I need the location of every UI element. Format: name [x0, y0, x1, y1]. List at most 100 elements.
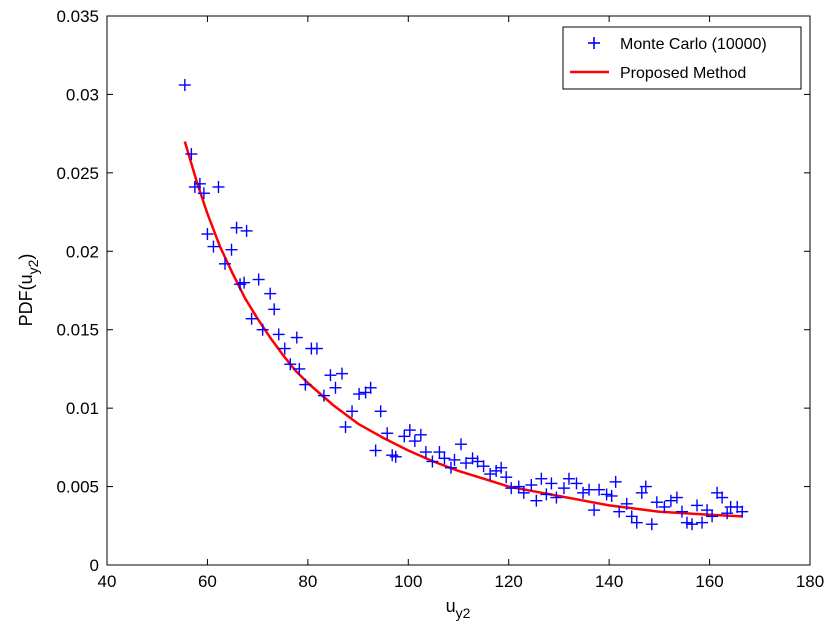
data-point-monte-carlo: [550, 491, 563, 504]
data-point-monte-carlo: [664, 494, 677, 507]
data-point-monte-carlo: [645, 518, 658, 531]
data-point-monte-carlo: [500, 471, 513, 484]
legend-plus-marker-icon: [588, 37, 600, 49]
axis-ticks: 40 60 80 100 120 140 160 180 0 0.005 0.01 0.015 0.02…: [56, 7, 824, 591]
x-tick-label: 180: [796, 572, 824, 591]
data-point-monte-carlo: [685, 518, 698, 531]
data-point-monte-carlo: [238, 276, 251, 289]
data-point-monte-carlo: [490, 464, 503, 477]
data-point-monte-carlo: [635, 486, 648, 499]
data-point-monte-carlo: [299, 378, 312, 391]
data-point-monte-carlo: [570, 477, 583, 490]
x-tick-label: 40: [98, 572, 117, 591]
data-point-monte-carlo: [670, 491, 683, 504]
data-point-monte-carlo: [389, 450, 402, 463]
data-point-monte-carlo: [701, 504, 714, 517]
data-point-monte-carlo: [471, 455, 484, 468]
data-point-monte-carlo: [706, 510, 719, 523]
data-point-monte-carlo: [696, 516, 709, 529]
y-tick-label: 0.025: [56, 164, 99, 183]
data-point-monte-carlo: [721, 507, 734, 520]
data-point-monte-carlo: [433, 446, 446, 459]
data-point-monte-carlo: [562, 472, 575, 485]
data-point-monte-carlo: [188, 180, 201, 193]
data-point-monte-carlo: [353, 388, 366, 401]
data-point-monte-carlo: [381, 427, 394, 440]
y-tick-label: 0.035: [56, 7, 99, 26]
data-point-monte-carlo: [609, 475, 622, 488]
data-point-monte-carlo: [268, 303, 281, 316]
data-point-monte-carlo: [364, 381, 377, 394]
data-point-monte-carlo: [495, 461, 508, 474]
data-point-monte-carlo: [207, 240, 220, 253]
data-point-monte-carlo: [577, 486, 590, 499]
data-point-monte-carlo: [256, 323, 269, 336]
data-point-monte-carlo: [593, 483, 606, 496]
data-point-monte-carlo: [600, 488, 613, 501]
legend-label-proposed-method: Proposed Method: [620, 65, 746, 82]
data-point-monte-carlo: [588, 504, 601, 517]
data-point-monte-carlo: [613, 505, 626, 518]
data-point-monte-carlo: [272, 328, 285, 341]
data-point-monte-carlo: [455, 438, 468, 451]
x-tick-label: 140: [595, 572, 623, 591]
data-point-monte-carlo: [324, 369, 337, 382]
data-point-monte-carlo: [583, 483, 596, 496]
data-point-monte-carlo: [557, 482, 570, 495]
x-tick-label: 60: [198, 572, 217, 591]
legend-item-monte-carlo: Monte Carlo (10000): [588, 36, 767, 53]
data-point-monte-carlo: [448, 453, 461, 466]
data-point-monte-carlo: [201, 228, 214, 241]
data-point-monte-carlo: [336, 367, 349, 380]
data-point-monte-carlo: [438, 452, 451, 465]
y-axis-label-prefix: PDF(u: [16, 274, 36, 326]
data-point-monte-carlo: [639, 480, 652, 493]
x-axis-label-sub: y2: [456, 605, 471, 621]
data-point-monte-carlo: [675, 505, 688, 518]
data-point-monte-carlo: [540, 488, 553, 501]
data-point-monte-carlo: [185, 148, 198, 161]
data-point-monte-carlo: [680, 516, 693, 529]
data-point-monte-carlo: [240, 224, 253, 237]
data-point-monte-carlo: [293, 362, 306, 375]
data-point-monte-carlo: [477, 460, 490, 473]
y-axis-label-suffix: ): [16, 254, 36, 260]
data-point-monte-carlo: [245, 312, 258, 325]
data-point-monte-carlo: [505, 482, 518, 495]
data-point-monte-carlo: [230, 221, 243, 234]
data-point-monte-carlo: [517, 486, 530, 499]
plot-frame: [106, 15, 811, 566]
data-point-monte-carlo: [359, 386, 372, 399]
data-point-monte-carlo: [374, 405, 387, 418]
data-point-monte-carlo: [605, 489, 618, 502]
y-tick-label: 0.03: [66, 85, 99, 104]
data-point-monte-carlo: [317, 389, 330, 402]
y-tick-label: 0: [90, 556, 99, 575]
data-point-monte-carlo: [398, 430, 411, 443]
y-axis-label-sub: y2: [25, 259, 41, 274]
data-point-monte-carlo: [278, 342, 291, 355]
x-axis-label: uy2: [446, 596, 471, 621]
data-point-monte-carlo: [444, 461, 457, 474]
x-tick-label: 160: [695, 572, 723, 591]
legend-label-monte-carlo: Monte Carlo (10000): [620, 36, 767, 53]
data-point-monte-carlo: [731, 500, 744, 513]
data-point-monte-carlo: [716, 491, 729, 504]
data-point-monte-carlo: [178, 79, 191, 92]
data-point-monte-carlo: [197, 187, 210, 200]
data-point-monte-carlo: [484, 468, 497, 481]
data-point-monte-carlo: [339, 420, 352, 433]
data-point-monte-carlo: [252, 273, 265, 286]
data-point-monte-carlo: [545, 477, 558, 490]
data-point-monte-carlo: [193, 177, 206, 190]
series-line-proposed-method: [183, 141, 743, 518]
data-point-monte-carlo: [711, 486, 724, 499]
y-tick-label: 0.005: [56, 478, 99, 497]
data-point-monte-carlo: [691, 499, 704, 512]
data-point-monte-carlo: [650, 496, 663, 509]
data-point-monte-carlo: [346, 405, 359, 418]
data-point-monte-carlo: [219, 257, 232, 270]
data-point-monte-carlo: [466, 452, 479, 465]
data-point-monte-carlo: [329, 381, 342, 394]
